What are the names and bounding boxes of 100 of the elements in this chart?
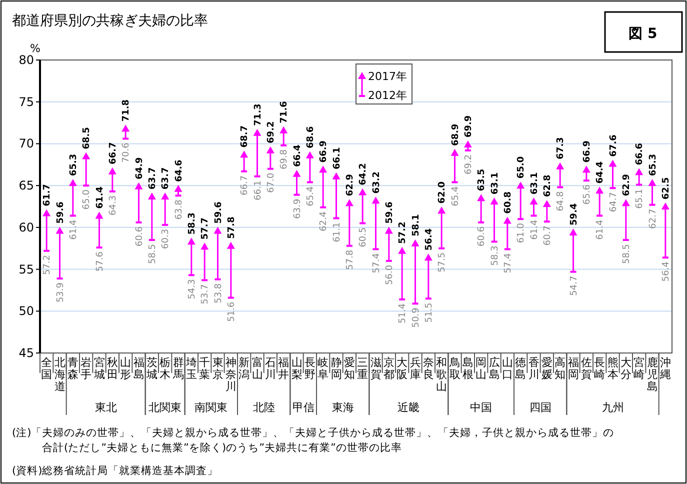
data-label: 71.8 (122, 99, 132, 122)
data-label: 58.3 (490, 246, 500, 266)
x-tick-label: 愛知 (344, 356, 355, 381)
x-tick-label: 東京 (212, 356, 224, 381)
x-tick-label: 山形 (120, 356, 132, 381)
x-tick-label: 山梨 (291, 356, 302, 381)
data-label: 60.6 (477, 226, 488, 246)
data-label: 70.6 (122, 142, 132, 163)
data-label: 60.5 (358, 227, 369, 248)
text: 近畿 (398, 401, 420, 414)
data-label: 64.2 (358, 163, 369, 186)
x-tick-label: 岐阜 (318, 356, 329, 381)
data-label: 62.7 (648, 208, 658, 229)
x-tick-label: 長野 (304, 356, 316, 381)
data-label: 53.8 (214, 283, 224, 304)
x-tick-label: 徳島 (515, 356, 526, 381)
x-tick-label: 奈良 (422, 356, 434, 381)
data-label: 53.7 (200, 284, 211, 304)
x-tick-label: 鳥取 (448, 356, 460, 381)
data-label: 69.2 (464, 154, 474, 174)
data-label: 64.4 (596, 161, 606, 184)
x-tick-label: 岡山 (476, 356, 487, 381)
data-label: 59.6 (384, 202, 395, 224)
data-label: 62.0 (438, 181, 448, 204)
x-tick-label: 愛媛 (541, 356, 552, 381)
x-tick-label: 和歌山 (436, 356, 448, 393)
y-tick-label: 80 (18, 53, 34, 67)
x-tick-label: 秋田 (106, 356, 118, 381)
y-tick-label: 55 (18, 262, 34, 276)
data-label: 66.9 (582, 140, 592, 163)
data-label: 61.7 (42, 184, 53, 206)
text: 北陸 (252, 401, 275, 414)
x-tick-label: 熊本 (607, 356, 618, 381)
data-label: 65.4 (306, 186, 316, 206)
x-tick-label: 新潟 (238, 356, 250, 381)
x-tick-label: 茨城 (145, 356, 158, 381)
data-label: 56.0 (384, 264, 395, 285)
x-tick-label: 北海道 (54, 356, 66, 393)
x-tick-label: 栃木 (160, 356, 171, 381)
text: 東海 (332, 401, 354, 414)
text: 四国 (529, 401, 552, 414)
y-tick-label: 70 (18, 136, 34, 151)
text: 合計(ただし”夫婦ともに無業”を除く)のうち”夫婦共に有業”の世帯の比率 (42, 441, 402, 454)
y-tick-label: 60 (18, 220, 34, 234)
data-label: 65.0 (82, 189, 92, 210)
text: (資料)総務省統計局「就業構造基本調査」 (12, 464, 218, 477)
x-tick-label: 大阪 (396, 356, 408, 381)
data-label: 63.7 (161, 167, 172, 190)
text: 九州 (602, 401, 624, 414)
data-label: 58.5 (148, 244, 158, 264)
data-label: 57.4 (372, 252, 382, 274)
data-label: 61.1 (332, 222, 342, 242)
data-label: 66.1 (253, 180, 264, 200)
data-label: 64.8 (556, 190, 566, 212)
data-label: 68.9 (450, 124, 461, 146)
data-label: 62.9 (345, 174, 356, 196)
data-label: 62.9 (622, 174, 632, 196)
data-label: 58.1 (411, 214, 422, 236)
data-label: 51.6 (226, 301, 237, 322)
data-label: 59.4 (569, 203, 580, 226)
legend-label: 2012年 (368, 89, 407, 102)
data-label: 69.9 (464, 115, 474, 138)
data-label: 65.6 (582, 184, 592, 205)
data-label: 65.0 (516, 156, 527, 179)
x-tick-label: 三重 (357, 356, 368, 381)
data-label: 66.4 (292, 144, 303, 167)
x-tick-label: 青森 (67, 356, 78, 381)
x-tick-label: 高知 (554, 356, 566, 381)
x-tick-label: 富山 (252, 356, 263, 381)
data-label: 68.5 (82, 127, 92, 150)
text: 南関東 (194, 401, 228, 414)
data-label: 57.7 (200, 217, 211, 240)
data-label: 61.4 (95, 186, 106, 209)
data-label: 64.9 (134, 157, 145, 180)
data-label: 66.6 (635, 142, 646, 166)
data-label: 61.4 (68, 219, 79, 240)
data-label: 67.3 (556, 137, 566, 160)
data-label: 57.6 (95, 251, 106, 272)
data-label: 66.1 (332, 147, 342, 170)
data-label: 57.8 (345, 250, 356, 270)
data-label: 62.4 (319, 211, 330, 232)
data-label: 59.6 (214, 202, 224, 224)
data-label: 67.6 (608, 134, 619, 157)
x-tick-label: 滋賀 (370, 356, 382, 381)
data-label: 65.3 (648, 154, 658, 176)
x-tick-label: 神奈川 (225, 356, 236, 393)
text: 甲信 (292, 401, 314, 414)
x-tick-label: 広島 (488, 356, 500, 381)
data-label: 58.3 (187, 212, 198, 235)
x-tick-label: 福岡 (568, 356, 579, 381)
text: (注)「夫婦のみの世帯」、「夫婦と親から成る世帯」、「夫婦と子供から成る世帯」、「夫婦，子供と親から成る世帯」の (12, 426, 614, 439)
data-label: 65.4 (450, 186, 461, 206)
data-label: 57.2 (42, 254, 53, 275)
data-label: 56.4 (661, 261, 672, 282)
data-label: 60.8 (503, 192, 514, 214)
data-label: 61.4 (530, 219, 540, 240)
data-label: 66.7 (240, 175, 250, 196)
data-label: 71.3 (253, 104, 264, 126)
x-tick-label: 佐賀 (580, 356, 592, 381)
data-label: 64.3 (108, 195, 118, 216)
